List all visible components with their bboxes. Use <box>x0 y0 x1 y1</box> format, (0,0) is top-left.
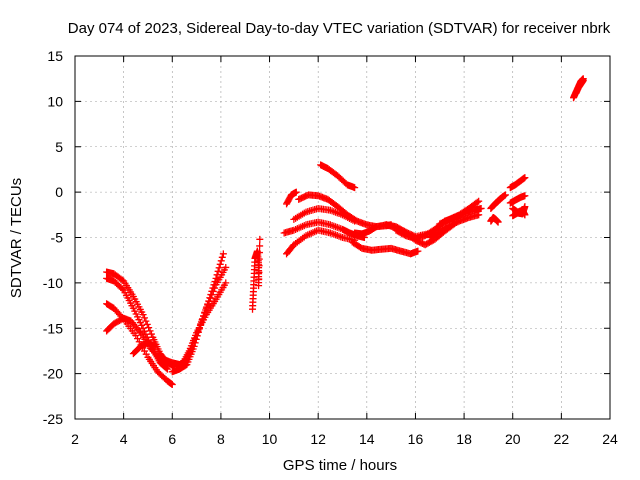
y-tick-label: 0 <box>55 184 63 200</box>
y-tick-label: -5 <box>51 230 64 246</box>
series-arc-5 <box>129 339 159 358</box>
data-point <box>521 192 529 200</box>
data-point <box>205 297 213 305</box>
chart-title: Day 074 of 2023, Sidereal Day-to-day VTE… <box>68 20 611 37</box>
data-point <box>255 268 263 276</box>
data-point <box>134 335 142 343</box>
data-point <box>211 278 219 286</box>
data-point <box>477 204 485 212</box>
data-point <box>521 203 529 211</box>
data-point <box>475 211 483 219</box>
data-point <box>219 250 227 258</box>
y-tick-label: -10 <box>43 275 63 291</box>
x-tick-label: 2 <box>71 431 79 447</box>
data-point <box>208 287 216 295</box>
x-tick-label: 14 <box>359 431 375 447</box>
data-point <box>151 342 159 350</box>
data-point <box>212 274 220 282</box>
series-arc-30 <box>572 77 587 97</box>
series-arc-20 <box>426 211 483 241</box>
series-arc-21 <box>436 197 483 228</box>
series-arc-22 <box>487 214 502 226</box>
data-point <box>256 235 264 243</box>
data-point <box>143 320 151 328</box>
data-point <box>222 279 230 287</box>
data-point <box>217 257 225 265</box>
y-tick-label: -15 <box>43 320 63 336</box>
series-arc-12 <box>283 226 359 258</box>
data-point <box>218 253 226 261</box>
data-point <box>142 350 150 358</box>
data-points <box>103 75 587 389</box>
data-point <box>168 381 176 389</box>
series-arc-7 <box>168 250 227 376</box>
data-point <box>473 198 481 206</box>
data-point <box>222 263 230 271</box>
y-tick-label: 15 <box>47 48 63 64</box>
series-arc-9 <box>249 235 264 313</box>
data-point <box>140 314 148 322</box>
x-tick-label: 4 <box>120 431 128 447</box>
data-point <box>213 271 221 279</box>
x-tick-label: 24 <box>602 431 618 447</box>
series-arc-8 <box>178 279 230 369</box>
data-point <box>351 184 359 192</box>
data-point <box>255 255 263 263</box>
data-point <box>255 262 263 270</box>
data-point <box>255 282 263 290</box>
x-tick-label: 22 <box>554 431 570 447</box>
x-tick-label: 6 <box>168 431 176 447</box>
data-point <box>255 249 263 257</box>
data-point <box>256 242 264 250</box>
data-point <box>579 77 587 85</box>
series-arc-15 <box>317 161 359 192</box>
series-arc-16 <box>348 238 422 258</box>
series-arc-24 <box>489 193 507 210</box>
x-tick-label: 8 <box>217 431 225 447</box>
x-axis-label: GPS time / hours <box>283 457 397 474</box>
y-axis-label: SDTVAR / TECUs <box>8 178 25 298</box>
x-tick-label: 18 <box>456 431 472 447</box>
data-point <box>206 294 214 302</box>
data-point <box>414 247 422 255</box>
data-point <box>216 260 224 268</box>
series-arc-25 <box>506 192 529 207</box>
data-point <box>292 188 300 196</box>
y-tick-label: -25 <box>43 411 63 427</box>
data-point <box>118 285 126 293</box>
y-tick-label: 10 <box>47 93 63 109</box>
data-point <box>499 193 507 201</box>
series-arc-28 <box>509 203 529 220</box>
data-point <box>142 317 150 325</box>
series-arc-6 <box>161 263 230 369</box>
series-arc-10 <box>283 188 300 208</box>
data-point <box>210 281 218 289</box>
data-point <box>215 264 223 272</box>
data-point <box>255 275 263 283</box>
x-tick-label: 20 <box>505 431 521 447</box>
data-point <box>207 291 215 299</box>
data-point <box>139 311 147 319</box>
x-tick-label: 12 <box>310 431 326 447</box>
y-tick-label: -20 <box>43 366 63 382</box>
data-point <box>521 174 529 182</box>
data-point <box>475 197 483 205</box>
data-point <box>209 284 217 292</box>
x-tick-label: 16 <box>408 431 424 447</box>
data-point <box>214 267 222 275</box>
data-point <box>494 218 502 226</box>
series-arc-26 <box>506 174 529 192</box>
x-tick-label: 10 <box>262 431 278 447</box>
y-tick-label: 5 <box>55 139 63 155</box>
